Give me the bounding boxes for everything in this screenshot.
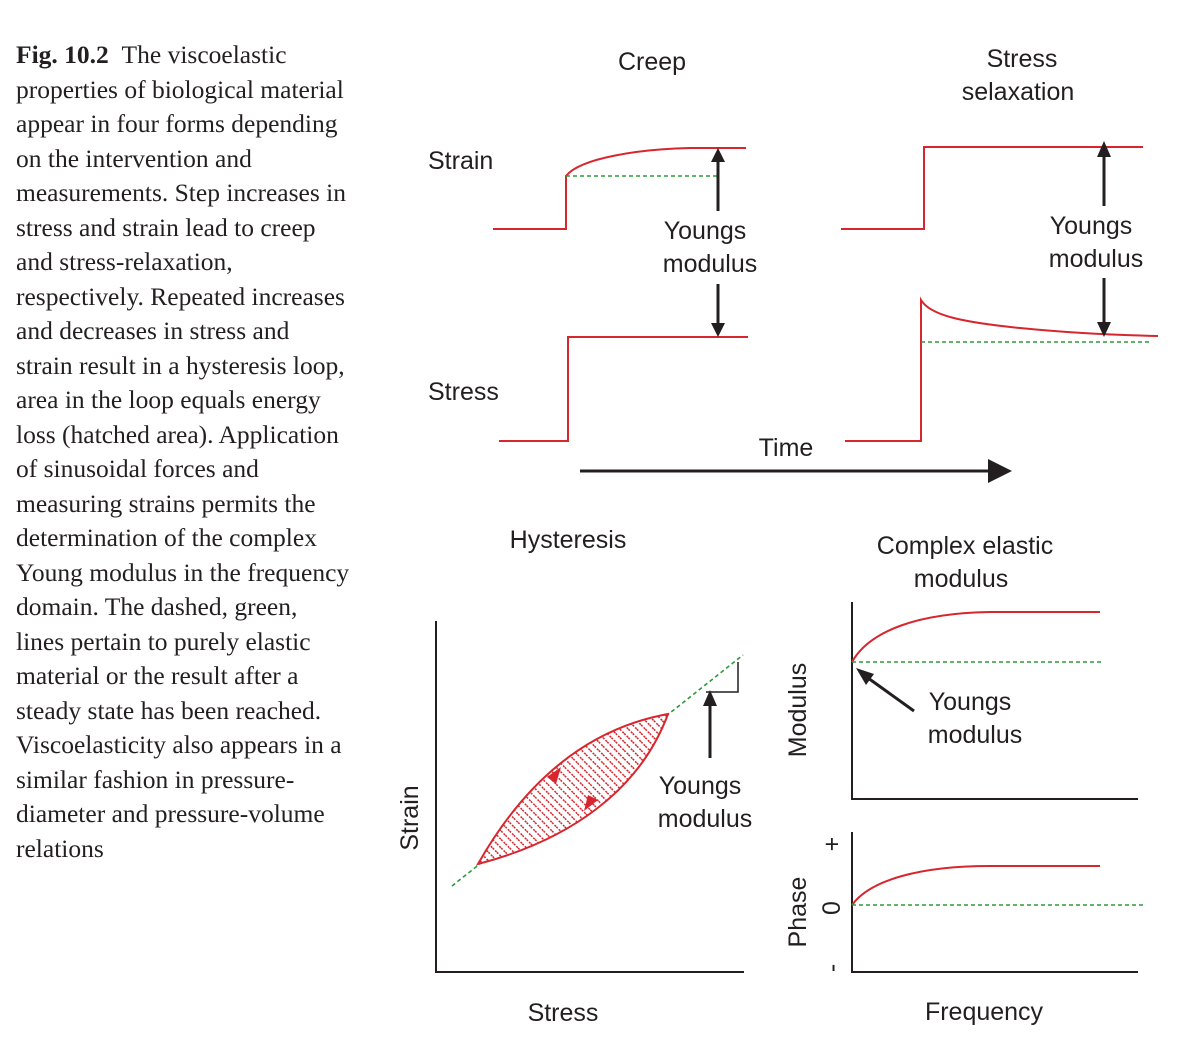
hysteresis-youngs-arrowhead [703, 690, 717, 706]
relaxation-title-2: selaxation [962, 78, 1075, 106]
creep-stress-label: Stress [428, 378, 499, 406]
relaxation-arrowhead-down [1097, 322, 1111, 337]
hysteresis-youngs-label-1: Youngs [659, 772, 742, 800]
complex-xlabel: Frequency [925, 998, 1044, 1026]
creep-stress-step [499, 336, 748, 442]
modulus-ylabel: Modulus [784, 663, 812, 758]
creep-youngs-label-1: Youngs [664, 217, 747, 245]
relaxation-title-1: Stress [987, 45, 1058, 73]
creep-arrowhead-up [711, 148, 725, 162]
relaxation-arrowhead-up [1097, 141, 1111, 157]
time-arrowhead [988, 459, 1012, 483]
relaxation-stress-curve [845, 296, 1159, 442]
modulus-youngs-arrow [867, 676, 915, 713]
hysteresis-xlabel: Stress [528, 999, 599, 1027]
hysteresis-axes [435, 621, 744, 973]
hysteresis-youngs-label-2: modulus [658, 805, 753, 833]
hysteresis-loop [475, 712, 670, 866]
hysteresis-ylabel: Strain [396, 785, 424, 850]
modulus-youngs-arrowhead [856, 668, 874, 685]
relaxation-youngs-label-2: modulus [1049, 245, 1144, 273]
relaxation-youngs-label-1: Youngs [1050, 212, 1133, 240]
modulus-youngs-label-1: Youngs [929, 688, 1012, 716]
phase-plus-tick: + [818, 837, 846, 852]
phase-axes [851, 832, 1138, 973]
creep-title: Creep [618, 48, 686, 76]
creep-strain-label: Strain [428, 147, 493, 175]
phase-ylabel: Phase [784, 877, 812, 948]
complex-title-2: modulus [914, 565, 1009, 593]
modulus-axes [851, 602, 1138, 800]
hysteresis-title: Hysteresis [510, 526, 627, 554]
caption-text: The viscoelastic properties of biologica… [16, 40, 350, 863]
creep-arrowhead-down [711, 323, 725, 337]
creep-youngs-label-2: modulus [663, 250, 758, 278]
phase-curve [851, 865, 1100, 906]
phase-zero-tick: 0 [818, 901, 846, 915]
time-label: Time [759, 434, 814, 462]
hysteresis-loading-arrow [547, 767, 561, 784]
modulus-youngs-label-2: modulus [928, 721, 1023, 749]
phase-minus-tick: - [818, 964, 846, 972]
modulus-curve [851, 611, 1100, 663]
hysteresis-unloading-arrow [584, 795, 598, 811]
relaxation-strain-step [841, 146, 1143, 230]
figure-caption: Fig. 10.2 The viscoelastic properties of… [16, 38, 351, 866]
complex-title-1: Complex elastic [877, 532, 1053, 560]
hysteresis-slope-triangle [706, 662, 739, 693]
figure-label: Fig. 10.2 [16, 40, 109, 69]
